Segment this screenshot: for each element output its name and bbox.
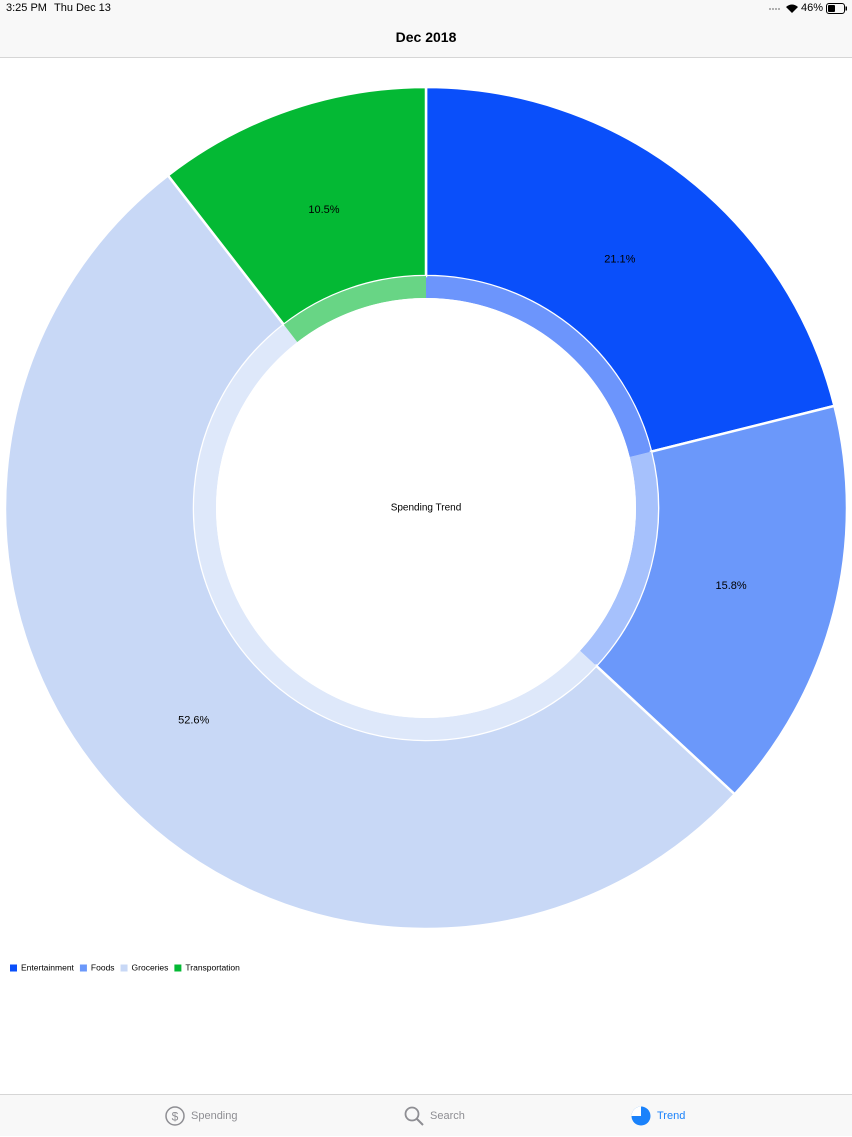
legend-swatch xyxy=(10,964,17,972)
legend-label: Groceries xyxy=(132,962,169,972)
slice-inner xyxy=(283,276,426,343)
trend-icon xyxy=(631,1106,651,1126)
slice-label: 15.8% xyxy=(716,580,747,592)
nav-title: Dec 2018 xyxy=(395,29,457,45)
tab-label: Spending xyxy=(191,1110,238,1122)
center-title: Spending Trend xyxy=(391,503,462,514)
spending-icon: $ xyxy=(165,1106,185,1126)
status-bar: 3:25 PM Thu Dec 13 46% xyxy=(0,0,852,18)
slice-inner xyxy=(426,276,652,458)
svg-text:$: $ xyxy=(172,1110,179,1124)
wifi-icon xyxy=(786,4,798,13)
slice-inner xyxy=(579,451,658,666)
tab-label: Search xyxy=(430,1110,465,1122)
donut-hole xyxy=(216,298,636,718)
slice-label: 21.1% xyxy=(604,254,635,266)
slice-inner xyxy=(194,324,597,740)
search-icon xyxy=(404,1106,424,1126)
chart: 21.1% 15.8% 52.6% 10.5% Spending Trend Entert… xyxy=(3,85,849,972)
tab-trend[interactable]: Trend xyxy=(631,1095,685,1137)
legend-label: Entertainment xyxy=(21,962,75,972)
battery-icon xyxy=(826,3,847,14)
nav-bar: Dec 2018 xyxy=(0,18,852,58)
status-time: 3:25 PM xyxy=(6,2,47,14)
legend-swatch xyxy=(120,964,128,972)
tab-search[interactable]: Search xyxy=(404,1095,465,1137)
signal-icon xyxy=(769,8,780,10)
slice-label: 10.5% xyxy=(308,204,339,216)
legend-label: Foods xyxy=(91,962,115,972)
tab-spending[interactable]: $ Spending xyxy=(165,1095,238,1137)
tab-bar: $ Spending Search Trend xyxy=(0,1094,852,1136)
battery-percent: 46% xyxy=(801,2,824,14)
slice-label: 52.6% xyxy=(178,715,209,727)
legend-swatch xyxy=(174,964,182,972)
legend-swatch xyxy=(79,964,87,972)
legend-label: Transportation xyxy=(185,962,240,972)
tab-label: Trend xyxy=(657,1110,686,1122)
status-date: Thu Dec 13 xyxy=(54,2,111,14)
